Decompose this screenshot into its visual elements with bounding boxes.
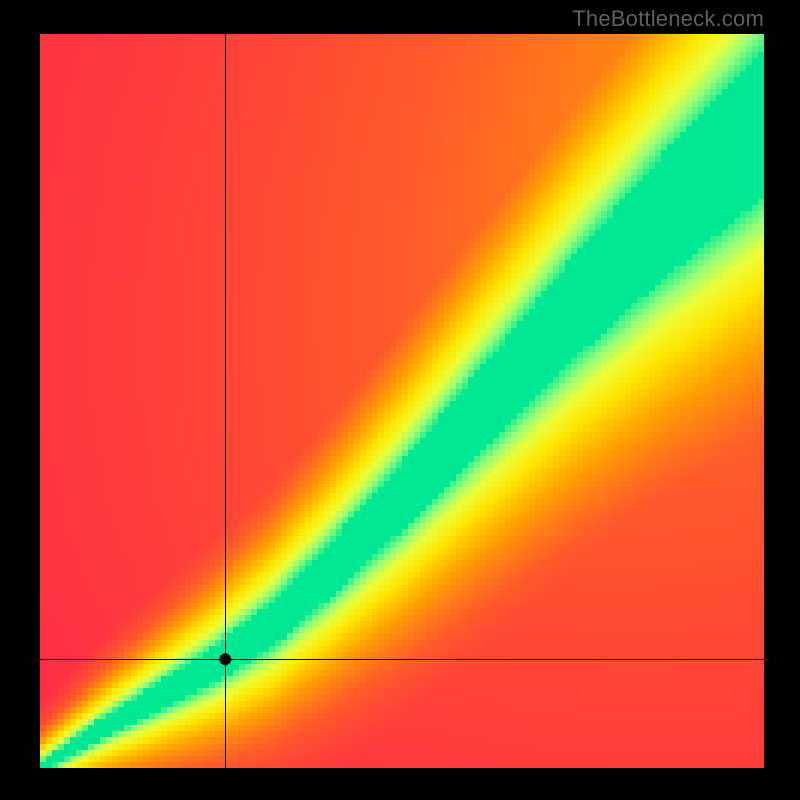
chart-container: TheBottleneck.com [0, 0, 800, 800]
crosshair-marker [0, 0, 800, 800]
watermark-label: TheBottleneck.com [572, 6, 764, 32]
